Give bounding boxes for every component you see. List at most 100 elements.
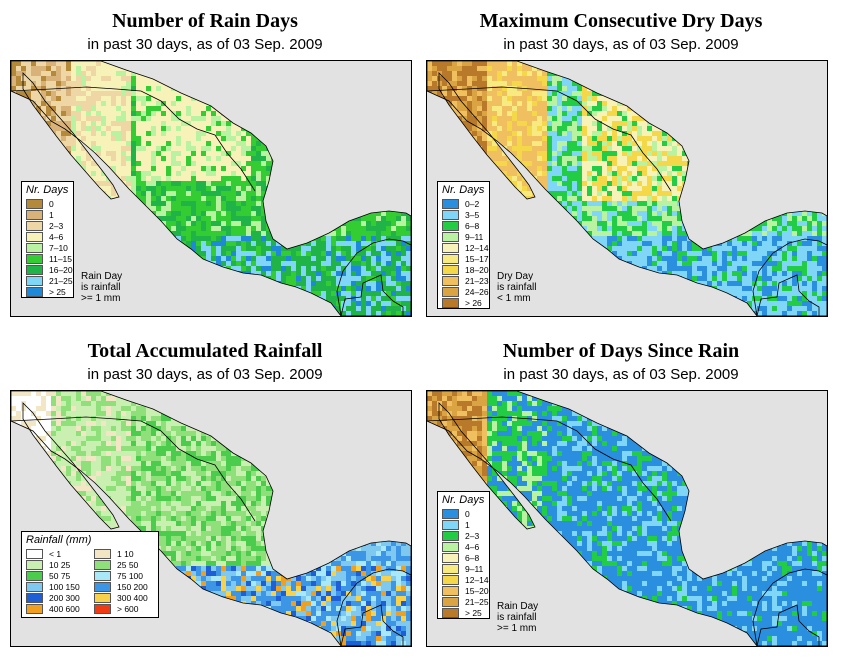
panel-subtitle: in past 30 days, as of 03 Sep. 2009 xyxy=(503,366,739,383)
legend-swatch xyxy=(442,585,459,596)
legend-swatch xyxy=(94,603,111,614)
legend-label: 9–11 xyxy=(465,231,484,242)
country-border xyxy=(340,274,404,316)
legend-swatch xyxy=(442,607,459,618)
legend-label: 21–23 xyxy=(465,275,489,286)
panel-subtitle: in past 30 days, as of 03 Sep. 2009 xyxy=(503,36,739,53)
legend-swatch xyxy=(94,548,111,559)
note-line: is rainfall xyxy=(81,282,121,293)
legend-swatch xyxy=(442,198,459,209)
panel-date: 03 Sep. 2009 xyxy=(233,36,323,53)
panel-rain-days: Number of Rain Days in past 30 days, as … xyxy=(0,0,412,317)
legend-item: < 1 xyxy=(22,548,90,559)
legend-label: 21–25 xyxy=(49,275,73,286)
legend-swatch xyxy=(442,242,459,253)
legend-label: 12–14 xyxy=(465,242,489,253)
legend-title: Rainfall (mm) xyxy=(26,534,92,546)
coastline xyxy=(438,402,536,530)
panel-date: 03 Sep. 2009 xyxy=(649,366,739,383)
legend-swatch xyxy=(442,297,459,308)
country-border xyxy=(427,416,672,522)
legend-swatch xyxy=(94,581,111,592)
legend-item: 0 xyxy=(22,198,73,209)
legend-label: 200 300 xyxy=(49,592,80,603)
legend-swatch xyxy=(26,209,43,220)
legend-item: > 600 xyxy=(90,603,158,614)
legend-swatch xyxy=(26,570,43,581)
panel-date: 03 Sep. 2009 xyxy=(233,366,323,383)
legend-item: 10 25 xyxy=(22,559,90,570)
note-line: is rainfall xyxy=(497,612,537,623)
legend-item: 12–14 xyxy=(438,574,489,585)
legend-swatch xyxy=(26,275,43,286)
legend-item: 4–6 xyxy=(438,541,489,552)
legend-label: > 25 xyxy=(465,607,482,618)
legend-item: 25 50 xyxy=(90,559,158,570)
panel-title: Total Accumulated Rainfall xyxy=(87,340,323,362)
country-border xyxy=(340,604,404,646)
legend-label: 25 50 xyxy=(117,559,139,570)
legend-item: 21–25 xyxy=(438,596,489,607)
legend-item: 4–6 xyxy=(22,231,73,242)
legend-swatch xyxy=(442,508,459,519)
map-rain-days: Nr. Days 0 1 2–3 4–6 7–10 11–15 16–20 21–25 > 25 R… xyxy=(10,60,412,317)
legend-swatch xyxy=(26,242,43,253)
legend-label: 1 xyxy=(465,519,470,530)
legend-swatch xyxy=(442,275,459,286)
note-line: Rain Day xyxy=(81,271,123,282)
legend-swatch xyxy=(442,253,459,264)
legend: Nr. Days 0–2 3–5 6–8 9–11 12–14 15–17 18–20 21–2… xyxy=(437,181,490,309)
coastline xyxy=(752,568,827,646)
legend-swatch xyxy=(442,563,459,574)
legend-label: 300 400 xyxy=(117,592,148,603)
legend-swatch xyxy=(26,592,43,603)
legend-swatch xyxy=(94,592,111,603)
legend-item: > 26 xyxy=(438,297,489,308)
map-canvas xyxy=(11,61,411,316)
legend-swatch xyxy=(26,220,43,231)
legend-label: 1 xyxy=(49,209,54,220)
coastline xyxy=(752,238,827,316)
legend-label: 75 100 xyxy=(117,570,143,581)
coastline xyxy=(11,391,411,646)
legend-item: 300 400 xyxy=(90,592,158,603)
country-border xyxy=(427,86,672,192)
legend-swatch xyxy=(442,541,459,552)
legend-title: Nr. Days xyxy=(442,494,485,506)
legend: Nr. Days 0 1 2–3 4–6 7–10 11–15 16–20 21–25 > 25 xyxy=(21,181,74,298)
legend-label: 9–11 xyxy=(465,563,484,574)
definition-note: Rain Day is rainfall >= 1 mm xyxy=(497,601,538,634)
legend-item: 9–11 xyxy=(438,231,489,242)
legend-label: > 26 xyxy=(465,297,482,308)
legend-label: 3–5 xyxy=(465,209,480,220)
legend-item: 7–10 xyxy=(22,242,73,253)
legend-item: 24–26 xyxy=(438,286,489,297)
legend-item: 1 xyxy=(438,519,489,530)
legend-swatch xyxy=(442,596,459,607)
note-line: Rain Day xyxy=(497,601,539,612)
legend-label: 11–15 xyxy=(49,253,73,264)
legend-swatch xyxy=(442,231,459,242)
coastline xyxy=(427,391,827,646)
legend-label: 16–20 xyxy=(49,264,73,275)
note-line: Dry Day xyxy=(497,271,534,282)
legend-item: 100 150 xyxy=(22,581,90,592)
panel-dry-days: Maximum Consecutive Dry Days in past 30 … xyxy=(416,0,828,317)
legend-item: 11–15 xyxy=(22,253,73,264)
legend-label: 6–8 xyxy=(465,552,480,563)
coastline xyxy=(438,72,536,200)
legend-item: 15–17 xyxy=(438,253,489,264)
legend-swatch xyxy=(442,264,459,275)
legend-swatch xyxy=(442,552,459,563)
legend-label: 50 75 xyxy=(49,570,71,581)
legend-label: 21–25 xyxy=(465,596,489,607)
legend-label: 6–8 xyxy=(465,220,480,231)
legend-item: 0–2 xyxy=(438,198,489,209)
legend-item: 9–11 xyxy=(438,563,489,574)
panel-title: Maximum Consecutive Dry Days xyxy=(479,10,763,32)
legend-label: 1 10 xyxy=(117,548,134,559)
coastline xyxy=(427,61,827,316)
legend-item: 200 300 xyxy=(22,592,90,603)
coastline xyxy=(11,61,411,316)
legend-label: 15–17 xyxy=(465,253,489,264)
